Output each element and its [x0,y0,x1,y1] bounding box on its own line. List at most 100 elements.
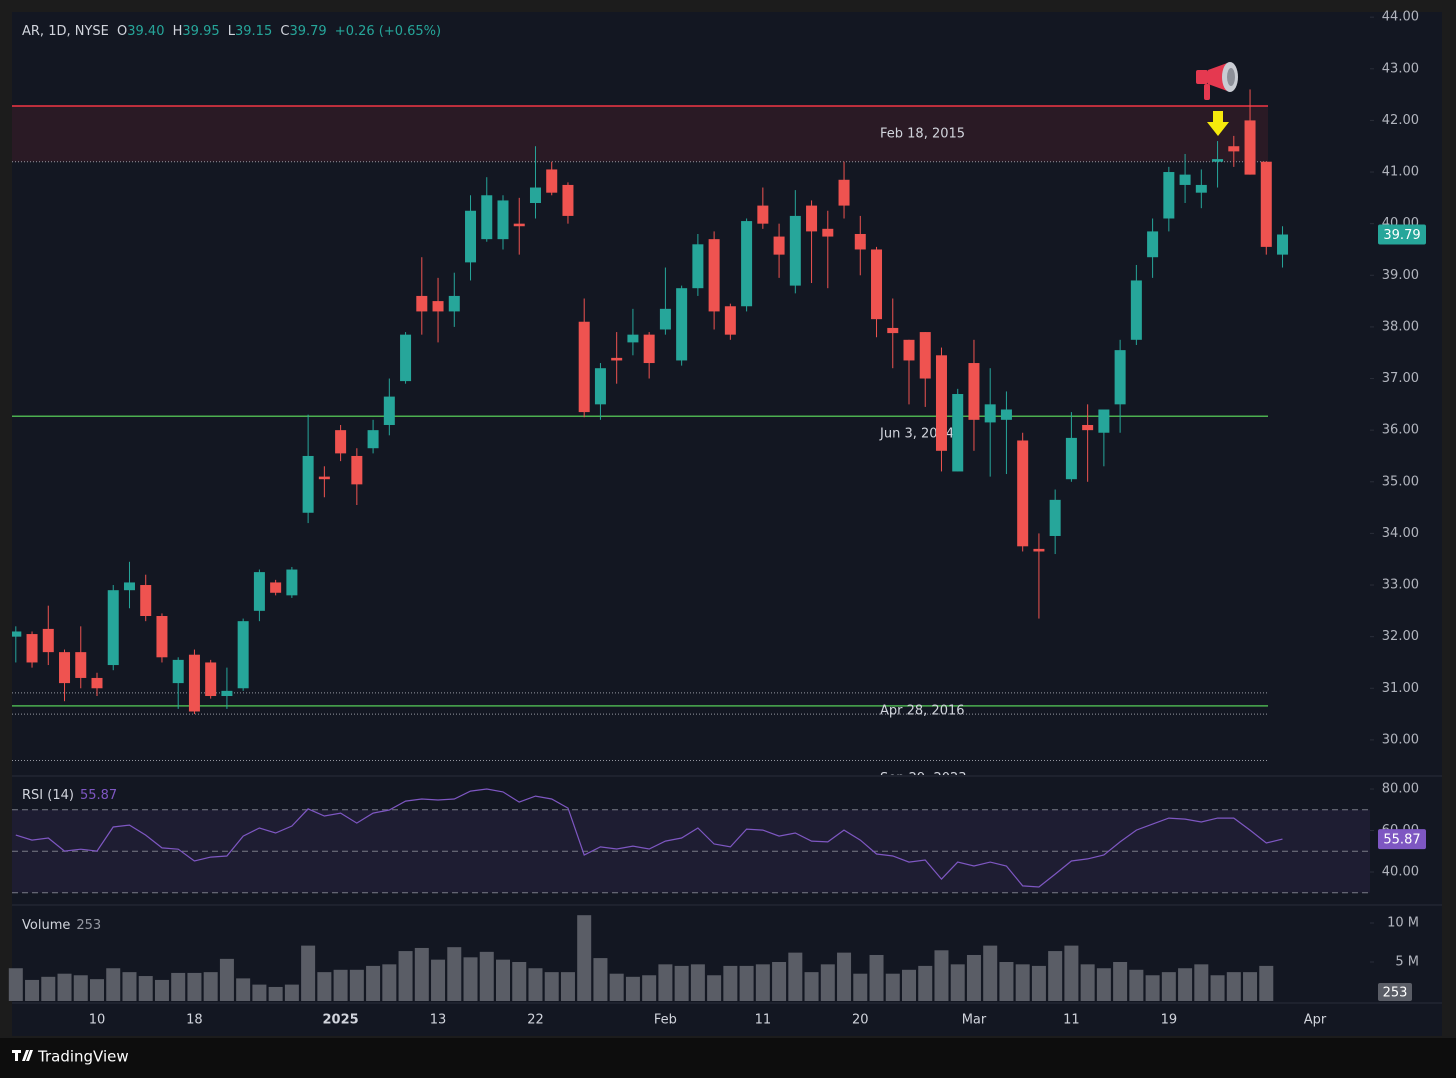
candle-body [903,339,915,361]
candle-body [822,228,834,237]
y-tick-label: 33.00 [1382,578,1419,593]
volume-bar [642,975,657,1001]
candle-body [432,301,444,312]
level-label: Apr 28, 2016 [880,703,965,718]
y-tick-label: 38.00 [1382,319,1419,334]
volume-bar [788,952,803,1001]
candle-body [806,205,818,232]
volume-bar [463,957,478,1001]
footer [0,1038,1456,1078]
brand-name: TradingView [37,1048,129,1066]
volume-bar [252,984,267,1001]
volume-bar [869,954,884,1001]
candle-body [757,205,769,224]
volume-bar [690,964,705,1001]
volume-bar [203,972,218,1001]
volume-bar [1096,968,1111,1001]
chart-background [12,12,1442,1036]
candle-body [871,249,883,320]
candle-body [789,215,801,286]
volume-bar [983,945,998,1001]
candle-body [1000,409,1012,420]
candle-body [1098,409,1110,433]
candle-body [156,615,168,658]
rsi-tag: 55.87 [1383,833,1420,848]
brand: TradingView [12,1048,129,1066]
volume-bar [1161,972,1176,1001]
candle-body [107,590,119,666]
x-tick-label: 22 [527,1013,544,1028]
volume-bar [609,973,624,1001]
candle-body [1260,161,1272,247]
volume-bar [1226,972,1241,1001]
candle-body [400,334,412,382]
candle-body [838,179,850,206]
candle-body [91,677,103,689]
y-tick-label: 30.00 [1382,732,1419,747]
price-tag-bg [1378,224,1426,245]
field-value: 39.40 [127,24,164,39]
candle-body [12,631,22,637]
y-tick-label: 44.00 [1382,10,1419,25]
y-tick-label: 39.00 [1382,268,1419,283]
y-tick-label: 80.00 [1382,782,1419,797]
level-zone [12,105,1268,162]
y-tick-label: 42.00 [1382,113,1419,128]
candle-body [140,585,152,616]
volume-bar [804,972,819,1001]
candle-body [578,321,590,413]
volume-bar [106,968,121,1001]
y-tick-label: 40.00 [1382,865,1419,880]
candle-body [383,396,395,425]
volume-bar [349,969,364,1001]
candle-body [318,476,330,480]
volume-bar [138,976,153,1001]
megaphone-icon [1196,62,1238,100]
candle-body [26,634,38,663]
volume-bar [1015,964,1030,1001]
volume-bar [966,954,981,1001]
candle-body [367,430,379,449]
volume-bar [414,947,429,1001]
candle-body [1065,437,1077,480]
volume-bar [1064,945,1079,1001]
candle-body [594,368,606,405]
field-key: L [228,24,236,39]
volume-bar [658,964,673,1001]
y-tick-label: 5 M [1395,954,1419,969]
level-label: Sep 29, 2023 [880,771,967,786]
x-tick-label: 11 [1063,1013,1080,1028]
candle-body [172,659,184,684]
candle-body [627,334,639,343]
change: +0.26 (+0.65%) [335,24,441,39]
volume-bar [284,984,299,1001]
candle-body [676,288,688,361]
candle-body [351,455,363,485]
x-tick-label: 10 [89,1013,106,1028]
volume-bar [853,973,868,1001]
volume-bar [950,964,965,1001]
candle-body [481,195,493,240]
volume-bar [187,972,202,1001]
candle-body [75,652,87,678]
y-tick-label: 37.00 [1382,371,1419,386]
candle-body [1277,234,1289,255]
candle-body [984,404,996,423]
volume-bar [1129,969,1144,1001]
volume-bar [268,986,283,1001]
y-tick-label: 35.00 [1382,474,1419,489]
candle-body [935,355,947,451]
volume-bar [1243,972,1258,1001]
candle-body [335,430,347,454]
volume-bar [1194,964,1209,1001]
volume-bar [674,965,689,1001]
x-tick-label: 20 [852,1013,869,1028]
x-tick-label: 2025 [323,1013,359,1028]
candle-body [513,223,525,227]
y-tick-label: 32.00 [1382,629,1419,644]
volume-bar [593,958,608,1001]
candle-body [1130,280,1142,340]
field-value: 39.79 [289,24,326,39]
volume-bar [57,973,72,1001]
candle-body [1017,440,1029,547]
